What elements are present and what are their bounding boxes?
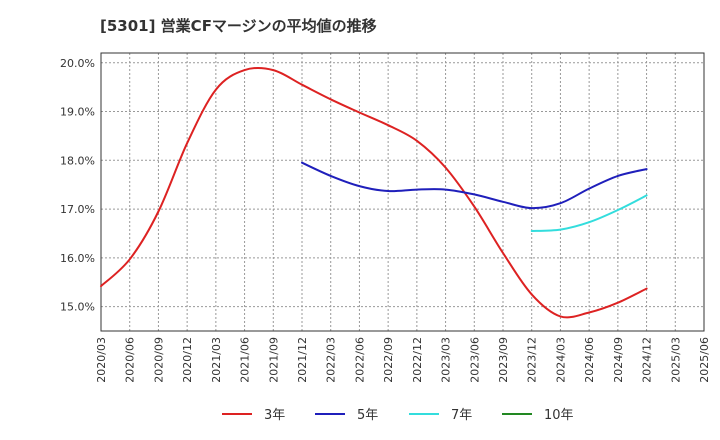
x-tick-label: 2021/03 bbox=[210, 337, 223, 383]
y-tick-label: 19.0% bbox=[60, 106, 95, 119]
x-tick-label: 2025/06 bbox=[698, 337, 711, 383]
chart-title: [5301] 営業CFマージンの平均値の推移 bbox=[100, 17, 377, 35]
x-tick-label: 2020/03 bbox=[95, 337, 108, 383]
series-line-3 bbox=[530, 194, 648, 232]
legend-label-2: 5年 bbox=[357, 408, 378, 423]
y-tick-label: 15.0% bbox=[60, 301, 95, 314]
legend-label-4: 10年 bbox=[544, 408, 574, 423]
x-tick-label: 2023/03 bbox=[440, 337, 453, 383]
legend-label-3: 7年 bbox=[451, 408, 472, 423]
legend-label-1: 3年 bbox=[264, 408, 285, 423]
x-tick-label: 2023/12 bbox=[526, 337, 539, 383]
x-tick-label: 2020/06 bbox=[124, 337, 137, 383]
x-tick-label: 2025/03 bbox=[669, 337, 682, 383]
series-line-2 bbox=[301, 161, 648, 210]
x-tick-label: 2021/09 bbox=[267, 337, 280, 383]
y-tick-label: 18.0% bbox=[60, 154, 95, 167]
x-tick-label: 2022/03 bbox=[325, 337, 338, 383]
x-tick-label: 2024/06 bbox=[583, 337, 596, 383]
x-tick-label: 2022/09 bbox=[382, 337, 395, 383]
plot-border bbox=[100, 52, 705, 332]
x-tick-label: 2024/09 bbox=[612, 337, 625, 383]
y-tick-label: 20.0% bbox=[60, 57, 95, 70]
y-tick-label: 16.0% bbox=[60, 252, 95, 265]
x-tick-label: 2021/12 bbox=[296, 337, 309, 383]
x-tick-label: 2021/06 bbox=[239, 337, 252, 383]
x-tick-label: 2020/09 bbox=[152, 337, 165, 383]
series-line-1 bbox=[100, 66, 648, 319]
x-tick-label: 2023/06 bbox=[468, 337, 481, 383]
x-tick-label: 2023/09 bbox=[497, 337, 510, 383]
x-tick-label: 2024/03 bbox=[554, 337, 567, 383]
plot-area bbox=[101, 53, 704, 331]
x-tick-label: 2022/06 bbox=[353, 337, 366, 383]
y-tick-label: 17.0% bbox=[60, 203, 95, 216]
x-tick-label: 2024/12 bbox=[641, 337, 654, 383]
x-tick-label: 2020/12 bbox=[181, 337, 194, 383]
x-tick-label: 2022/12 bbox=[411, 337, 424, 383]
